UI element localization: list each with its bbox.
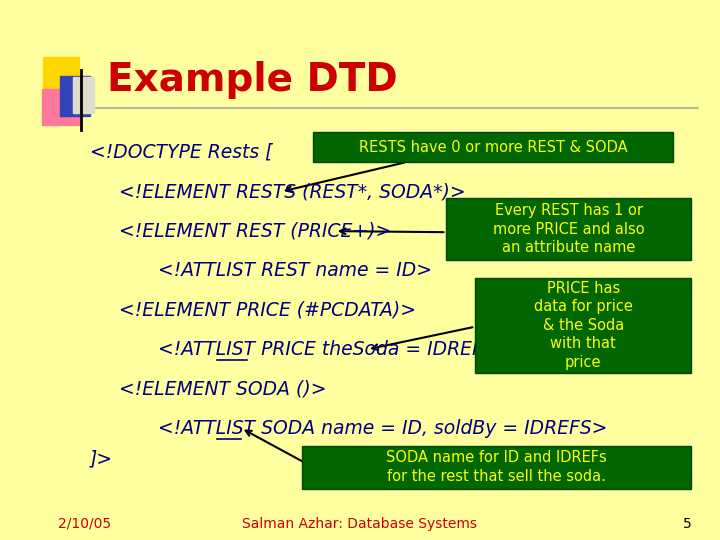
Text: Salman Azhar: Database Systems: Salman Azhar: Database Systems xyxy=(243,517,477,531)
Bar xyxy=(60,76,90,116)
FancyBboxPatch shape xyxy=(313,132,673,162)
Text: <!ELEMENT PRICE (#PCDATA)>: <!ELEMENT PRICE (#PCDATA)> xyxy=(119,300,416,320)
Text: 5: 5 xyxy=(683,517,691,531)
Text: <!ATTLIST REST name = ID>: <!ATTLIST REST name = ID> xyxy=(158,261,433,280)
Bar xyxy=(43,57,79,97)
FancyBboxPatch shape xyxy=(475,278,691,373)
Text: <!ATTLIST PRICE theSoda = IDREF>: <!ATTLIST PRICE theSoda = IDREF> xyxy=(158,340,499,359)
Text: <!ELEMENT REST (PRICE+)>: <!ELEMENT REST (PRICE+)> xyxy=(119,221,391,241)
Text: <!ATTLIST SODA name = ID, soldBy = IDREFS>: <!ATTLIST SODA name = ID, soldBy = IDREF… xyxy=(158,418,608,438)
Text: ]>: ]> xyxy=(90,449,113,469)
Text: SODA name for ID and IDREFs
for the rest that sell the soda.: SODA name for ID and IDREFs for the rest… xyxy=(387,450,607,484)
Bar xyxy=(42,89,79,125)
Text: RESTS have 0 or more REST & SODA: RESTS have 0 or more REST & SODA xyxy=(359,140,628,154)
FancyBboxPatch shape xyxy=(302,446,691,489)
Text: 2/10/05: 2/10/05 xyxy=(58,517,111,531)
Text: Example DTD: Example DTD xyxy=(107,61,397,99)
Text: Every REST has 1 or
more PRICE and also
an attribute name: Every REST has 1 or more PRICE and also … xyxy=(493,203,644,255)
FancyBboxPatch shape xyxy=(446,198,691,260)
Text: <!DOCTYPE Rests [: <!DOCTYPE Rests [ xyxy=(90,143,272,162)
Bar xyxy=(73,77,94,113)
Text: <!ELEMENT SODA ()>: <!ELEMENT SODA ()> xyxy=(119,379,326,399)
Text: PRICE has
data for price
& the Soda
with that
price: PRICE has data for price & the Soda with… xyxy=(534,281,633,370)
Text: <!ELEMENT RESTS (REST*, SODA*)>: <!ELEMENT RESTS (REST*, SODA*)> xyxy=(119,182,465,201)
